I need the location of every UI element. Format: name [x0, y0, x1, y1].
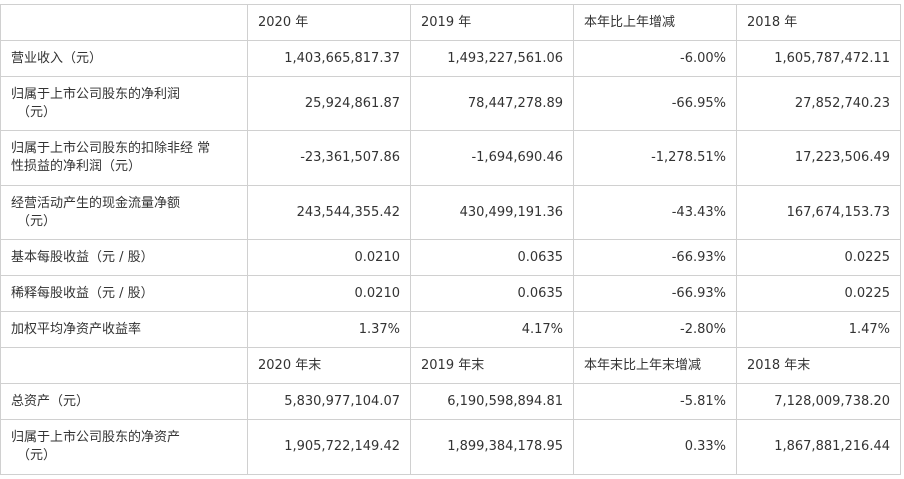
value-2020-year-end: 5,830,977,104.07 [247, 383, 411, 420]
row-label: 稀释每股收益（元 / 股） [0, 275, 248, 312]
table-row-operating-revenue: 营业收入（元） 1,403,665,817.37 1,493,227,561.0… [0, 40, 901, 77]
value-yoy-change: -6.00% [573, 40, 737, 77]
header-2020-year-end: 2020 年末 [247, 347, 411, 384]
value-2019: 0.0635 [410, 275, 574, 312]
value-2019: 1,493,227,561.06 [410, 40, 574, 77]
value-2020: -23,361,507.86 [247, 130, 411, 186]
value-2018: 17,223,506.49 [736, 130, 901, 186]
value-2020: 1,403,665,817.37 [247, 40, 411, 77]
value-2018: 0.0225 [736, 275, 901, 312]
table-row-net-profit: 归属于上市公司股东的净利润 （元） 25,924,861.87 78,447,27… [0, 76, 901, 131]
header-2019: 2019 年 [410, 4, 574, 41]
row-label: 归属于上市公司股东的扣除非经 常性损益的净利润（元） [0, 130, 248, 186]
value-year-end-change: 0.33% [573, 419, 737, 475]
header-empty-cell [0, 4, 248, 41]
value-yoy-change: -66.95% [573, 76, 737, 131]
value-2020: 0.0210 [247, 275, 411, 312]
value-2020-year-end: 1,905,722,149.42 [247, 419, 411, 475]
row-label: 经营活动产生的现金流量净额 （元） [0, 185, 248, 240]
value-yoy-change: -1,278.51% [573, 130, 737, 186]
header-row-annual: 2020 年 2019 年 本年比上年增减 2018 年 [0, 4, 901, 41]
value-2020: 1.37% [247, 311, 411, 348]
header-year-end-change: 本年末比上年末增减 [573, 347, 737, 384]
header-yoy-change: 本年比上年增减 [573, 4, 737, 41]
value-2019: 4.17% [410, 311, 574, 348]
value-yoy-change: -2.80% [573, 311, 737, 348]
table-row-total-assets: 总资产（元） 5,830,977,104.07 6,190,598,894.81… [0, 383, 901, 420]
value-2019: 78,447,278.89 [410, 76, 574, 131]
value-2019: -1,694,690.46 [410, 130, 574, 186]
table-row-net-profit-excl-nonrecurring: 归属于上市公司股东的扣除非经 常性损益的净利润（元） -23,361,507.8… [0, 130, 901, 186]
value-2018-year-end: 7,128,009,738.20 [736, 383, 901, 420]
value-2020: 25,924,861.87 [247, 76, 411, 131]
value-2019: 0.0635 [410, 239, 574, 276]
value-2018-year-end: 1,867,881,216.44 [736, 419, 901, 475]
row-label: 基本每股收益（元 / 股） [0, 239, 248, 276]
value-2020: 243,544,355.42 [247, 185, 411, 240]
value-2019: 430,499,191.36 [410, 185, 574, 240]
value-yoy-change: -43.43% [573, 185, 737, 240]
header-empty-cell [0, 347, 248, 384]
header-2020: 2020 年 [247, 4, 411, 41]
value-2018: 1.47% [736, 311, 901, 348]
value-yoy-change: -66.93% [573, 239, 737, 276]
value-2018: 167,674,153.73 [736, 185, 901, 240]
row-label: 加权平均净资产收益率 [0, 311, 248, 348]
value-2019-year-end: 6,190,598,894.81 [410, 383, 574, 420]
header-2018-year-end: 2018 年末 [736, 347, 901, 384]
table-row-weighted-roe: 加权平均净资产收益率 1.37% 4.17% -2.80% 1.47% [0, 311, 901, 348]
table-row-diluted-eps: 稀释每股收益（元 / 股） 0.0210 0.0635 -66.93% 0.02… [0, 275, 901, 312]
header-row-year-end: 2020 年末 2019 年末 本年末比上年末增减 2018 年末 [0, 347, 901, 384]
key-financial-data-table: 2020 年 2019 年 本年比上年增减 2018 年 营业收入（元） 1,4… [0, 4, 901, 475]
value-2018: 1,605,787,472.11 [736, 40, 901, 77]
value-2018: 0.0225 [736, 239, 901, 276]
table-row-basic-eps: 基本每股收益（元 / 股） 0.0210 0.0635 -66.93% 0.02… [0, 239, 901, 276]
value-2019-year-end: 1,899,384,178.95 [410, 419, 574, 475]
row-label: 总资产（元） [0, 383, 248, 420]
table-row-net-assets: 归属于上市公司股东的净资产 （元） 1,905,722,149.42 1,899,… [0, 419, 901, 475]
value-year-end-change: -5.81% [573, 383, 737, 420]
header-2018: 2018 年 [736, 4, 901, 41]
table-row-operating-cash-flow: 经营活动产生的现金流量净额 （元） 243,544,355.42 430,499,… [0, 185, 901, 240]
value-2020: 0.0210 [247, 239, 411, 276]
row-label: 营业收入（元） [0, 40, 248, 77]
row-label: 归属于上市公司股东的净资产 （元） [0, 419, 248, 475]
row-label: 归属于上市公司股东的净利润 （元） [0, 76, 248, 131]
value-2018: 27,852,740.23 [736, 76, 901, 131]
header-2019-year-end: 2019 年末 [410, 347, 574, 384]
value-yoy-change: -66.93% [573, 275, 737, 312]
